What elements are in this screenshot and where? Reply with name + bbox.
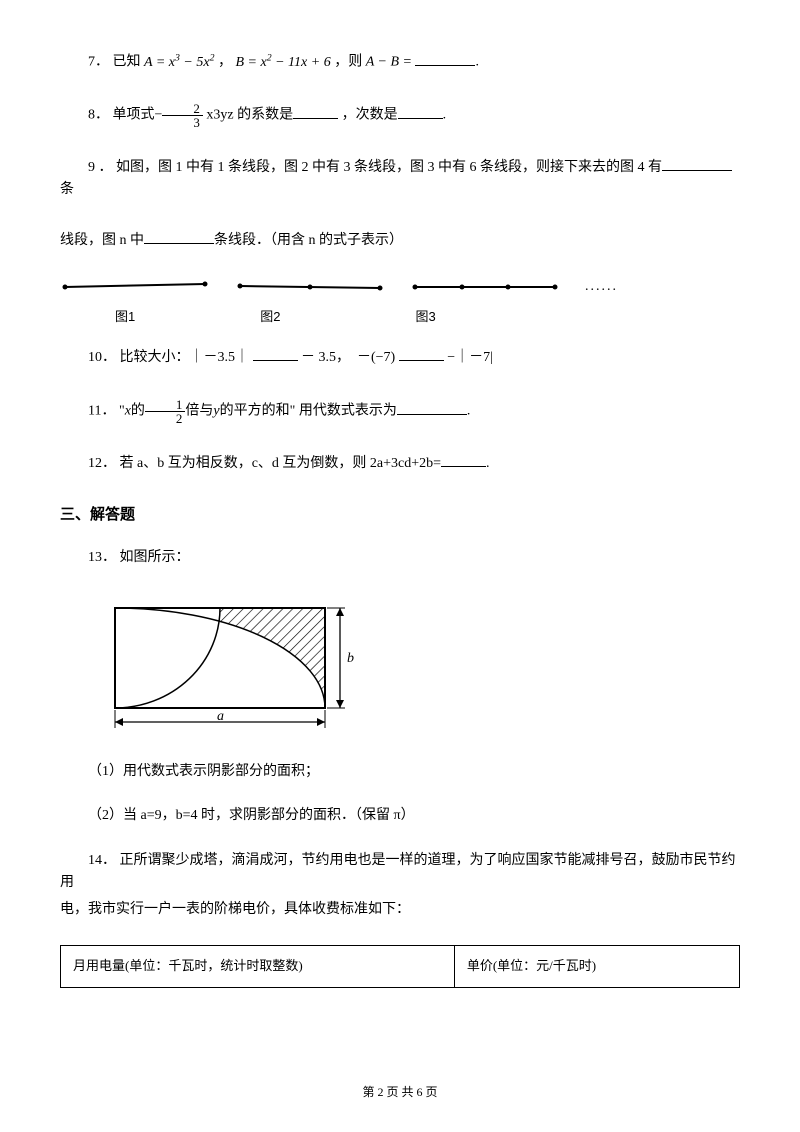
question-13: 13． 如图所示： — [60, 547, 740, 569]
fraction-icon: 12 — [145, 398, 186, 425]
diagram-2-icon — [235, 277, 385, 297]
diagram-labels: 图1 图2 图3 — [60, 307, 740, 328]
fraction-icon: 23 — [162, 102, 203, 129]
label-b: b — [347, 651, 354, 666]
question-9: 9 ． 如图，图 1 中有 1 条线段，图 2 中有 3 条线段，图 3 中有 … — [60, 157, 740, 202]
shaded-area-figure: a b — [105, 598, 740, 746]
question-10: 10． 比较大小：｜－3.5｜ － 3.5， －(−7) −｜－7| — [60, 347, 740, 369]
label-a: a — [217, 709, 224, 724]
q10-num: 10． — [88, 350, 116, 365]
question-13-sub2: （2）当 a=9，b=4 时，求阴影部分的面积．（保留 π） — [60, 805, 740, 827]
q8-num: 8． — [88, 108, 109, 123]
q7-expr2: B = x2 − 11x + 6 — [235, 55, 334, 70]
section-3-title: 三、解答题 — [60, 503, 740, 527]
question-7: 7． 已知 A = x3 − 5x2 ， B = x2 − 11x + 6 ，则… — [60, 50, 740, 74]
q12-num: 12． — [88, 456, 116, 471]
diagram-label-3: 图3 — [415, 307, 435, 328]
question-11: 11． "x的12倍与y的平方的和" 用代数式表示为. — [60, 398, 740, 425]
blank — [398, 105, 443, 119]
ellipsis-icon: ...... — [585, 276, 618, 298]
blank — [293, 105, 338, 119]
blank — [415, 52, 475, 66]
diagram-1-icon — [60, 277, 210, 297]
blank — [144, 230, 214, 244]
q13-num: 13． — [88, 550, 116, 565]
table-header-1: 月用电量(单位：千瓦时，统计时取整数) — [61, 945, 455, 987]
question-12: 12． 若 a、b 互为相反数，c、d 互为倒数，则 2a+3cd+2b=. — [60, 453, 740, 475]
question-8: 8． 单项式−23 x3yz 的系数是 ，次数是. — [60, 102, 740, 129]
blank — [662, 157, 732, 171]
q7-num: 7． — [88, 55, 109, 70]
q7-expr1: A = x3 − 5x2 — [144, 55, 218, 70]
question-13-sub1: （1）用代数式表示阴影部分的面积； — [60, 761, 740, 783]
blank — [253, 347, 298, 361]
question-14-cont: 电，我市实行一户一表的阶梯电价，具体收费标准如下： — [60, 899, 740, 921]
shaded-rect-icon: a b — [105, 598, 360, 738]
table-header-2: 单价(单位：元/千瓦时) — [454, 945, 739, 987]
line-segment-diagrams: ...... — [60, 276, 740, 298]
page-footer: 第 2 页 共 6 页 — [0, 1083, 800, 1102]
q9-num: 9 ． — [88, 160, 113, 175]
diagram-3-icon — [410, 277, 560, 297]
question-9-cont: 线段，图 n 中条线段．（用含 n 的式子表示） — [60, 230, 740, 252]
q7-expr3: A − B = — [366, 55, 416, 70]
q7-pre: 已知 — [113, 55, 141, 70]
blank — [399, 347, 444, 361]
diagram-label-1: 图1 — [115, 307, 135, 328]
diagram-label-2: 图2 — [260, 307, 280, 328]
blank — [397, 401, 467, 415]
question-14: 14． 正所谓聚少成塔，滴涓成河，节约用电也是一样的道理，为了响应国家节能减排号… — [60, 850, 740, 895]
q11-num: 11． — [88, 404, 115, 419]
table-row: 月用电量(单位：千瓦时，统计时取整数) 单价(单位：元/千瓦时) — [61, 945, 740, 987]
q14-num: 14． — [88, 853, 116, 868]
price-table: 月用电量(单位：千瓦时，统计时取整数) 单价(单位：元/千瓦时) — [60, 945, 740, 988]
blank — [441, 453, 486, 467]
